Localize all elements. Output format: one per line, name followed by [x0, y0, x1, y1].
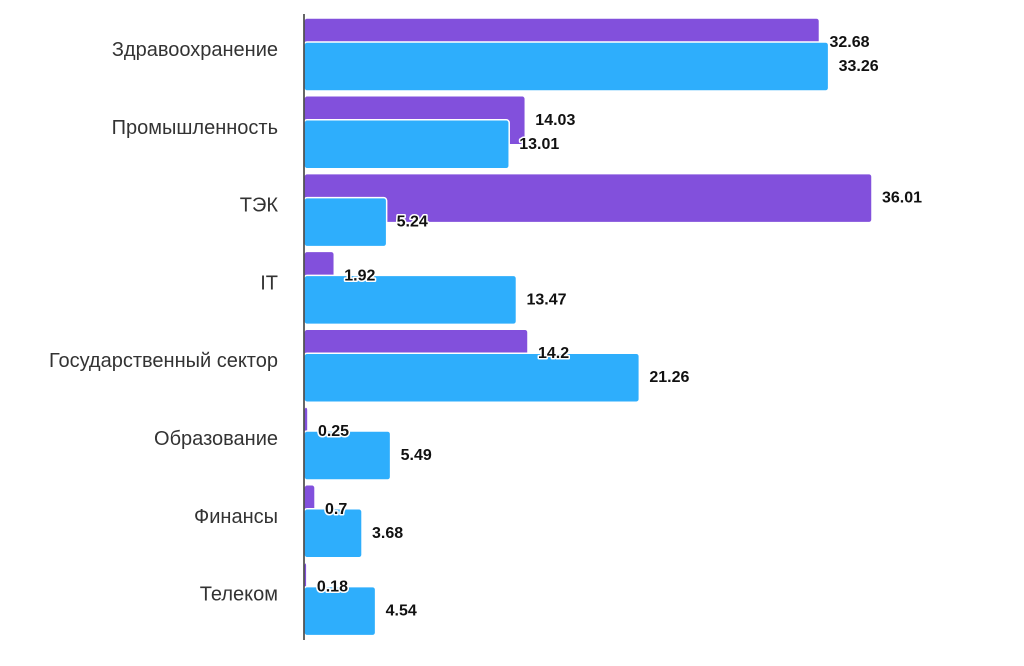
- value-label: 14.03: [535, 112, 575, 129]
- value-label: 5.24: [397, 214, 428, 231]
- category-label: IT: [260, 272, 278, 294]
- category-label: Телеком: [200, 584, 278, 606]
- category-label: Здравоохранение: [112, 39, 278, 61]
- value-label: 33.26: [839, 58, 879, 75]
- category-label: Финансы: [194, 506, 278, 528]
- value-label: 32.68: [829, 34, 869, 51]
- category-label: Промышленность: [112, 117, 278, 139]
- value-label: 3.68: [372, 525, 403, 542]
- bar-series-2: [303, 196, 388, 248]
- value-label: 5.49: [401, 447, 432, 464]
- value-label: 0.18: [317, 579, 348, 596]
- value-label: 21.26: [649, 369, 689, 386]
- value-label: 14.2: [538, 345, 569, 362]
- value-label: 0.7: [325, 501, 347, 518]
- value-label: 36.01: [882, 190, 922, 207]
- bar-series-2: [303, 274, 518, 326]
- category-label: Образование: [154, 428, 278, 450]
- value-labels-group: 32.68 33.26 14.03 13.01 36.01 5.24 1.92 13.47 14…: [315, 33, 923, 622]
- value-label: 1.92: [344, 267, 375, 284]
- bar-series-2: [303, 119, 510, 170]
- value-label: 4.54: [386, 603, 417, 620]
- category-label: ТЭК: [240, 195, 279, 217]
- value-label: 13.01: [519, 136, 559, 153]
- bars-group: [303, 17, 873, 637]
- category-label: Государственный сектор: [49, 350, 278, 372]
- bar-series-1: [303, 172, 873, 224]
- bar-series-2: [303, 41, 830, 92]
- category-labels-group: Здравоохранение Промышленность ТЭК IT Госуда…: [49, 39, 278, 606]
- value-label: 13.47: [526, 291, 566, 308]
- bar-series-2: [303, 352, 641, 403]
- value-label: 0.25: [318, 423, 349, 440]
